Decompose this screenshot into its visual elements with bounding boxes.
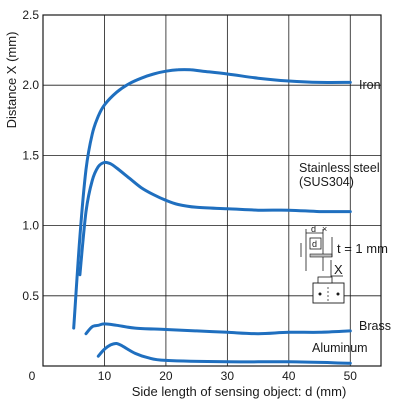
series-line-iron bbox=[72, 68, 352, 330]
y-axis-title: Distance X (mm) bbox=[4, 32, 19, 129]
sensor-head bbox=[317, 276, 333, 284]
series-label-iron: Iron bbox=[359, 78, 381, 92]
sensing-setup-diagram: d × d t = 1 mm X bbox=[300, 224, 388, 304]
series-line-aluminum bbox=[96, 341, 352, 365]
x-tick-label-40: 40 bbox=[282, 369, 296, 383]
x-tick-label-30: 30 bbox=[221, 369, 235, 383]
plot-frame bbox=[42, 14, 382, 367]
y-tick-label-0.5: 0.5 bbox=[22, 289, 39, 303]
series-labels: Iron Stainless steel (SUS304) Brass Aluminum bbox=[299, 78, 391, 355]
inset-thickness-label: t = 1 mm bbox=[337, 241, 388, 256]
sensing-object-plate bbox=[309, 253, 333, 258]
y-tick-label-1.0: 1.0 bbox=[22, 219, 39, 233]
sensor-mount-hole-right bbox=[336, 292, 340, 296]
x-tick-label-10: 10 bbox=[98, 369, 112, 383]
inset-cross-mark: × bbox=[322, 224, 327, 234]
series-label-brass: Brass bbox=[359, 319, 391, 333]
grid-lines bbox=[43, 15, 381, 366]
inset-d-top-label: d bbox=[311, 224, 316, 234]
inset-x-label: X bbox=[334, 262, 343, 277]
y-tick-label-2.5: 2.5 bbox=[22, 8, 39, 22]
proximity-sensor-body bbox=[312, 282, 345, 304]
y-tick-label-1.5: 1.5 bbox=[22, 148, 39, 162]
x-tick-label-20: 20 bbox=[159, 369, 173, 383]
series-line-brass bbox=[84, 322, 352, 336]
series-label-aluminum: Aluminum bbox=[312, 341, 368, 355]
series-line-stainless-steel-sus304 bbox=[78, 160, 352, 277]
x-tick-label-0: 0 bbox=[29, 369, 36, 383]
x-tick-label-50: 50 bbox=[344, 369, 358, 383]
inset-d-side-label: d bbox=[312, 239, 317, 249]
x-axis-title: Side length of sensing object: d (mm) bbox=[132, 384, 347, 399]
tick-labels: 0 10 20 30 40 50 0.5 1.0 1.5 2.0 2.5 bbox=[22, 8, 357, 383]
y-tick-label-2.0: 2.0 bbox=[22, 78, 39, 92]
series-label-stainless-steel-sus304: Stainless steel (SUS304) bbox=[299, 161, 380, 189]
series-lines bbox=[72, 68, 352, 365]
sensing-object-top-view bbox=[309, 237, 322, 250]
sensor-mount-hole-left bbox=[318, 292, 322, 296]
